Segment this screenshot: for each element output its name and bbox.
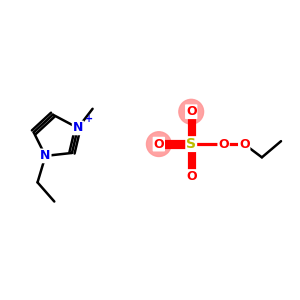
Circle shape bbox=[179, 99, 204, 124]
Text: N: N bbox=[40, 149, 51, 162]
Text: O: O bbox=[186, 105, 196, 118]
Text: N: N bbox=[73, 122, 83, 134]
Text: O: O bbox=[154, 138, 164, 151]
Text: S: S bbox=[186, 137, 196, 151]
Text: O: O bbox=[218, 138, 229, 151]
Text: O: O bbox=[186, 170, 196, 183]
Text: O: O bbox=[239, 138, 250, 151]
Circle shape bbox=[146, 132, 171, 157]
Text: +: + bbox=[85, 114, 93, 124]
